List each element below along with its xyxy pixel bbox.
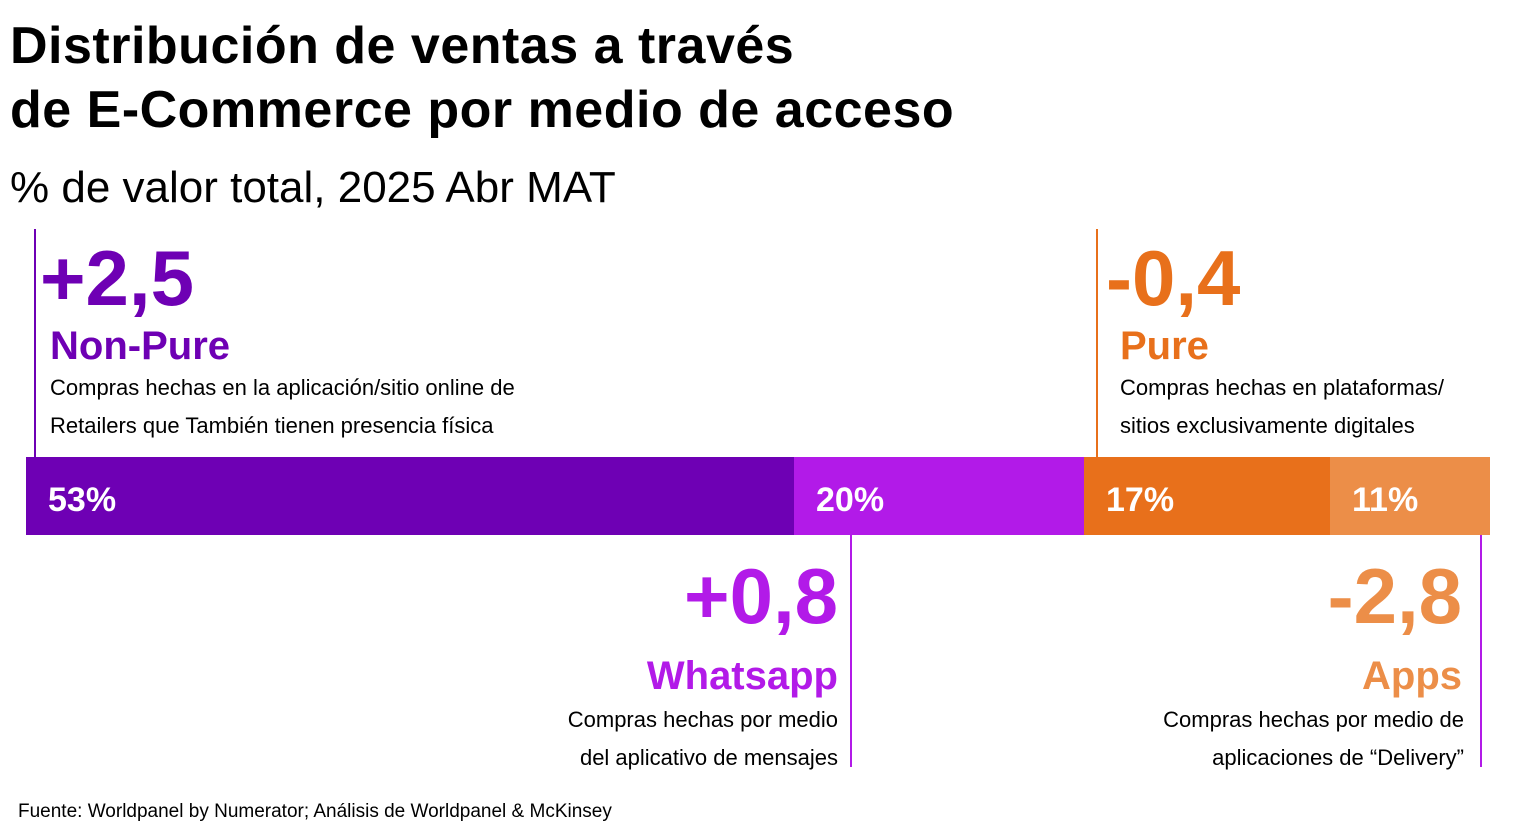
non-pure-label: Non-Pure (50, 324, 230, 368)
bar-value-label-pure: 17% (1106, 481, 1174, 519)
bar-segment-non_pure (26, 457, 794, 535)
non-pure-change: +2,5 (40, 234, 194, 322)
apps-change: -2,8 (1327, 552, 1462, 640)
bar-value-label-apps: 11% (1352, 481, 1418, 519)
bar-segment-apps (1330, 457, 1490, 535)
whatsapp-label: Whatsapp (646, 654, 838, 698)
pure-label: Pure (1120, 324, 1209, 368)
non-pure-description-line-2: Retailers que También tienen presencia f… (50, 413, 494, 438)
stacked-bar-chart: 53% 20% 17% 11% (26, 457, 1490, 535)
whatsapp-description-line-1: Compras hechas por medio (567, 707, 838, 732)
apps-description-line-2: aplicaciones de “Delivery” (1212, 745, 1464, 770)
bar-value-label-non_pure: 53% (48, 481, 116, 519)
non-pure-connector-line (34, 229, 36, 459)
bar-value-label-whatsapp: 20% (816, 481, 884, 519)
whatsapp-description: Compras hechas por medio del aplicativo … (568, 701, 838, 777)
pure-description: Compras hechas en plataformas/ sitios ex… (1120, 369, 1444, 445)
bar-segment-whatsapp (794, 457, 1084, 535)
pure-description-line-2: sitios exclusivamente digitales (1120, 413, 1415, 438)
apps-description: Compras hechas por medio de aplicaciones… (1163, 701, 1464, 777)
apps-connector-line (1480, 535, 1482, 767)
chart-title-line-1: Distribución de ventas a través (10, 17, 795, 75)
pure-connector-line (1096, 229, 1098, 459)
non-pure-description-line-1: Compras hechas en la aplicación/sitio on… (50, 375, 515, 400)
bar-segment-pure (1084, 457, 1330, 535)
whatsapp-change: +0,8 (684, 552, 838, 640)
whatsapp-description-line-2: del aplicativo de mensajes (579, 745, 838, 770)
whatsapp-connector-line (850, 535, 852, 767)
chart-title: Distribución de ventas a través de E-Com… (10, 14, 954, 142)
non-pure-description: Compras hechas en la aplicación/sitio on… (50, 369, 515, 445)
apps-label: Apps (1362, 654, 1462, 698)
chart-subtitle: % de valor total, 2025 Abr MAT (10, 163, 616, 212)
apps-description-line-1: Compras hechas por medio de (1163, 707, 1464, 732)
pure-change: -0,4 (1106, 234, 1241, 322)
chart-title-line-2: de E-Commerce por medio de acceso (10, 81, 955, 139)
source-note: Fuente: Worldpanel by Numerator; Análisi… (18, 801, 612, 822)
pure-description-line-1: Compras hechas en plataformas/ (1120, 375, 1445, 400)
